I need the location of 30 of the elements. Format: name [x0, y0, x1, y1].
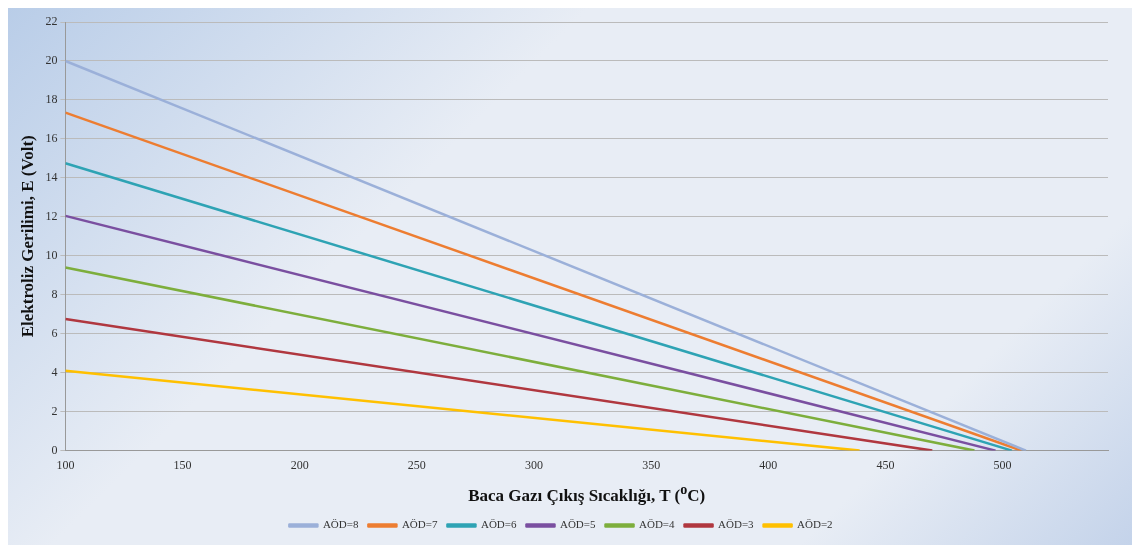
legend-label: AÖD=5	[559, 518, 597, 531]
x-axis-title: Baca Gazı Çıkış Sıcaklığı, T ($^{o}$C)	[468, 481, 706, 505]
x-tick-label: 300	[524, 457, 543, 472]
y-tick-label: 14	[45, 170, 58, 185]
y-tick-label: 8	[51, 286, 58, 301]
y-tick-label: 4	[51, 364, 58, 379]
x-tick-label: 200	[290, 457, 309, 472]
y-tick-label: 2	[51, 403, 58, 418]
y-tick-label: 16	[45, 131, 58, 146]
x-tick-label: 250	[407, 457, 426, 472]
y-tick-label: 10	[45, 247, 58, 262]
legend-label: AÖD=3	[718, 518, 755, 531]
legend-label: AÖD=6	[480, 518, 517, 531]
x-tick-label: 100	[56, 457, 75, 472]
x-tick-label: 450	[876, 457, 895, 472]
y-tick-label: 20	[45, 53, 58, 68]
legend-label: AÖD=4	[639, 518, 676, 531]
y-tick-label: 22	[45, 14, 58, 29]
x-tick-label: 500	[993, 457, 1012, 472]
legend-label: AÖD=2	[797, 518, 833, 531]
legend-label: AÖD=8	[322, 518, 359, 531]
x-tick-label: 400	[759, 457, 778, 472]
y-axis-title: Elektroliz Gerilimi, E (Volt)	[17, 135, 37, 338]
legend-label: AÖD=7	[401, 518, 438, 531]
y-tick-label: 12	[45, 208, 58, 223]
x-tick-label: 150	[173, 457, 192, 472]
y-tick-label: 6	[51, 325, 58, 340]
y-tick-label: 0	[51, 442, 58, 457]
x-tick-label: 350	[642, 457, 661, 472]
y-tick-label: 18	[45, 92, 58, 107]
